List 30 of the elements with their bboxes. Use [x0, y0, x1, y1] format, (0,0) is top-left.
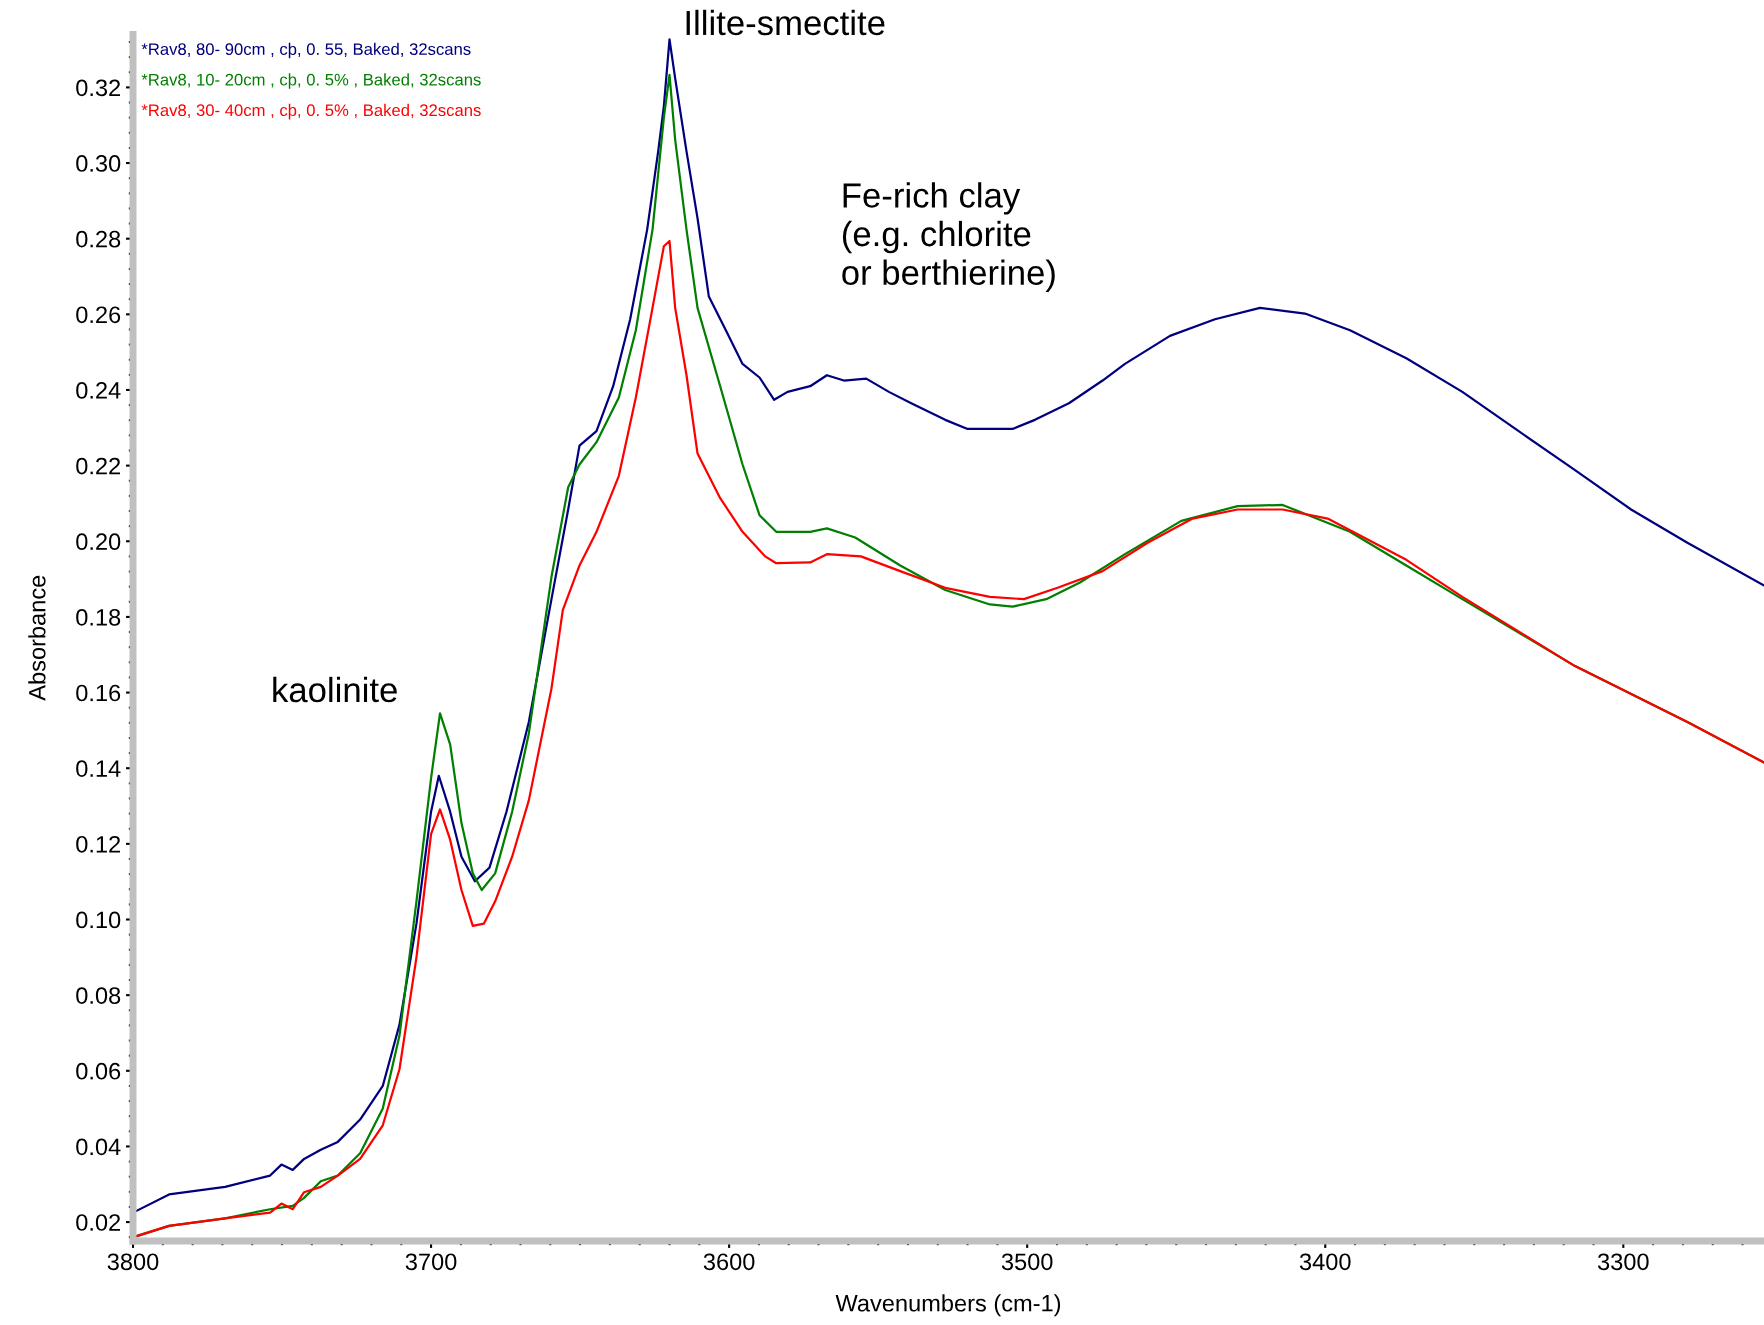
x-tick-label: 3500: [1001, 1253, 1053, 1271]
text: *Rav8, 80- 90cm , cþ, 0. 55, Baked, 32scans: [141, 42, 471, 59]
y-tick-label: 0.20: [76, 533, 121, 551]
x-tick-label: 3800: [107, 1253, 159, 1271]
y-tick-label: 0.04: [76, 1138, 121, 1156]
text: *Rav8, 30- 40cm , cþ, 0. 5% , Baked, 32scans: [141, 103, 481, 120]
y-tick-label: 0.08: [76, 987, 121, 1004]
x-tick-label: 3400: [1299, 1253, 1351, 1271]
y-tick-label: 0.22: [76, 457, 121, 475]
y-tick-label: 0.06: [76, 1062, 121, 1080]
y-axis-title: Absorbance: [28, 575, 46, 701]
y-tick-label: 0.24: [76, 382, 121, 399]
x-tick-label: 3300: [1597, 1253, 1649, 1271]
y-tick-label: 0.28: [76, 230, 121, 248]
y-tick-label: 0.18: [76, 608, 121, 626]
x-tick-label: 3600: [703, 1253, 755, 1271]
y-tick-label: 0.14: [76, 760, 121, 777]
annotation: Illite-smectite: [686, 9, 885, 36]
y-tick-label: 0.30: [76, 155, 121, 172]
x-axis-title: Wavenumbers (cm-1): [835, 1294, 1061, 1317]
y-tick-label: 0.10: [76, 911, 121, 929]
x-tick-label: 3700: [405, 1253, 457, 1271]
annotation: kaolinite: [273, 676, 397, 703]
y-tick-label: 0.12: [76, 835, 121, 853]
y-tick-label: 0.26: [76, 306, 121, 324]
y-tick-label: 0.32: [76, 79, 121, 97]
annotation: Fe-rich clay (e.g. chlorite or berthierine): [842, 182, 1055, 292]
text: *Rav8, 10- 20cm , cþ, 0. 5% , Baked, 32scans: [141, 73, 481, 89]
y-tick-label: 0.16: [76, 684, 121, 702]
y-tick-label: 0.02: [76, 1214, 121, 1231]
